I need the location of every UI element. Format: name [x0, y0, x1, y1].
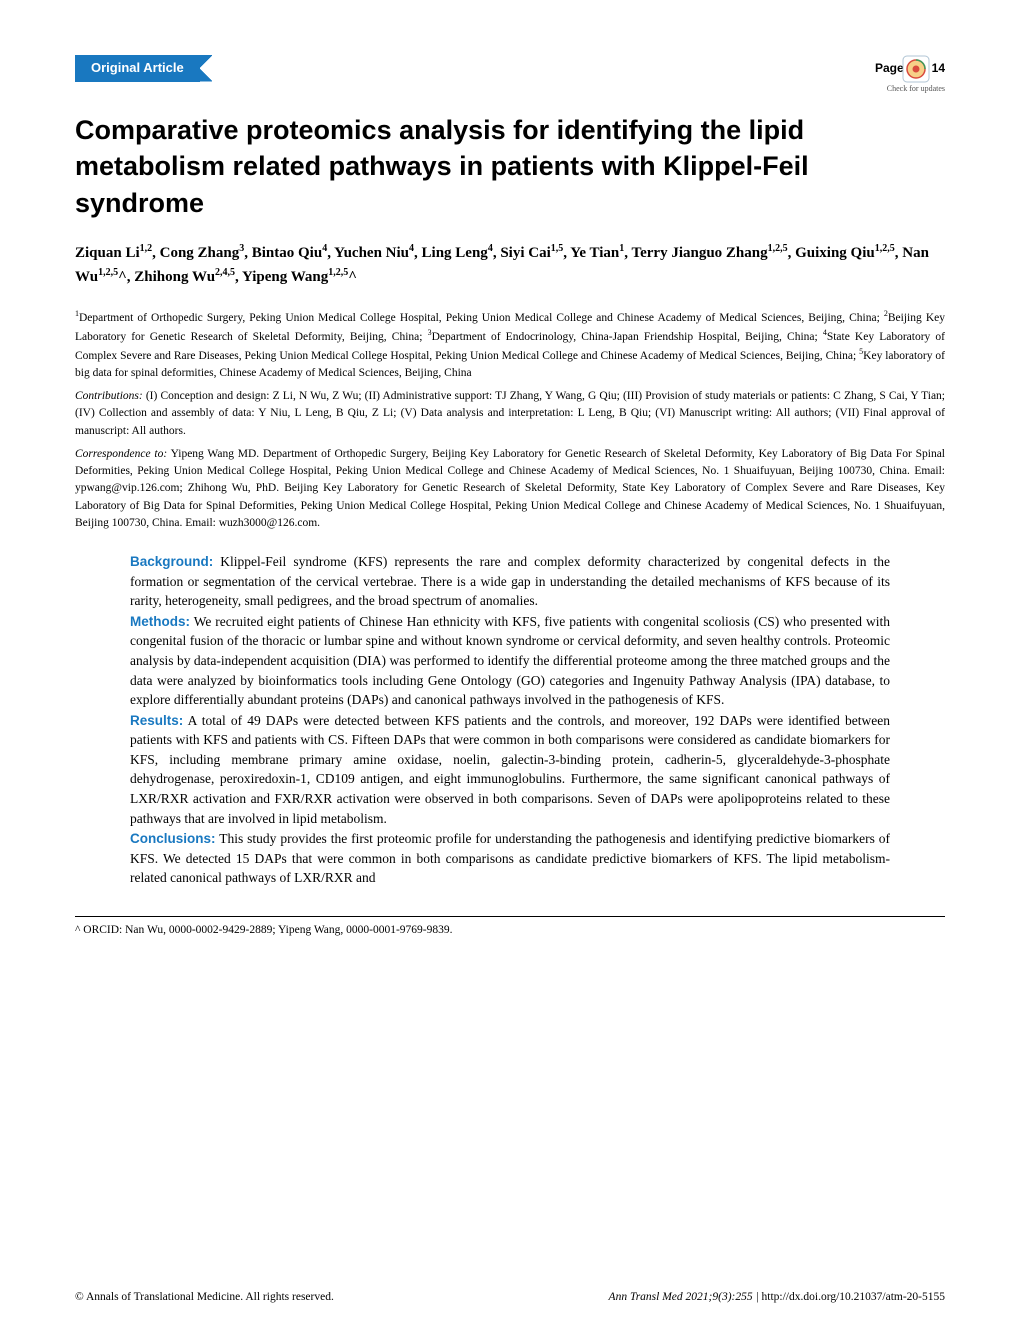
results-text: A total of 49 DAPs were detected between…	[130, 713, 890, 826]
abstract: Background: Klippel-Feil syndrome (KFS) …	[130, 552, 890, 888]
correspondence-label: Correspondence to:	[75, 448, 167, 460]
background-label: Background:	[130, 554, 213, 569]
page-footer: © Annals of Translational Medicine. All …	[75, 1290, 945, 1305]
contributions: Contributions: (I) Conception and design…	[75, 388, 945, 440]
abstract-conclusions: Conclusions: This study provides the fir…	[130, 829, 890, 888]
conclusions-text: This study provides the first proteomic …	[130, 831, 890, 885]
abstract-background: Background: Klippel-Feil syndrome (KFS) …	[130, 552, 890, 611]
header-row: Original Article Page 1 of 14	[75, 55, 945, 82]
check-updates-label: Check for updates	[887, 84, 945, 93]
correspondence: Correspondence to: Yipeng Wang MD. Depar…	[75, 446, 945, 532]
abstract-methods: Methods: We recruited eight patients of …	[130, 612, 890, 710]
contributions-text: (I) Conception and design: Z Li, N Wu, Z…	[75, 390, 945, 437]
footer-citation: Ann Transl Med 2021;9(3):255 |	[609, 1291, 762, 1303]
orcid-footnote: ^ ORCID: Nan Wu, 0000-0002-9429-2889; Yi…	[75, 916, 945, 938]
footer-doi: http://dx.doi.org/10.21037/atm-20-5155	[762, 1291, 945, 1303]
article-title: Comparative proteomics analysis for iden…	[75, 112, 945, 221]
abstract-results: Results: A total of 49 DAPs were detecte…	[130, 711, 890, 828]
affiliations: 1Department of Orthopedic Surgery, Pekin…	[75, 308, 945, 382]
check-updates-badge[interactable]: Check for updates	[887, 55, 945, 94]
methods-text: We recruited eight patients of Chinese H…	[130, 614, 890, 707]
results-label: Results:	[130, 713, 183, 728]
footer-copyright: © Annals of Translational Medicine. All …	[75, 1290, 334, 1305]
correspondence-text: Yipeng Wang MD. Department of Orthopedic…	[75, 448, 945, 529]
background-text: Klippel-Feil syndrome (KFS) represents t…	[130, 554, 890, 608]
author-list: Ziquan Li1,2, Cong Zhang3, Bintao Qiu4, …	[75, 241, 945, 290]
article-type-badge: Original Article	[75, 55, 200, 82]
methods-label: Methods:	[130, 614, 190, 629]
conclusions-label: Conclusions:	[130, 831, 216, 846]
contributions-label: Contributions:	[75, 390, 143, 402]
crossmark-icon	[902, 55, 930, 83]
